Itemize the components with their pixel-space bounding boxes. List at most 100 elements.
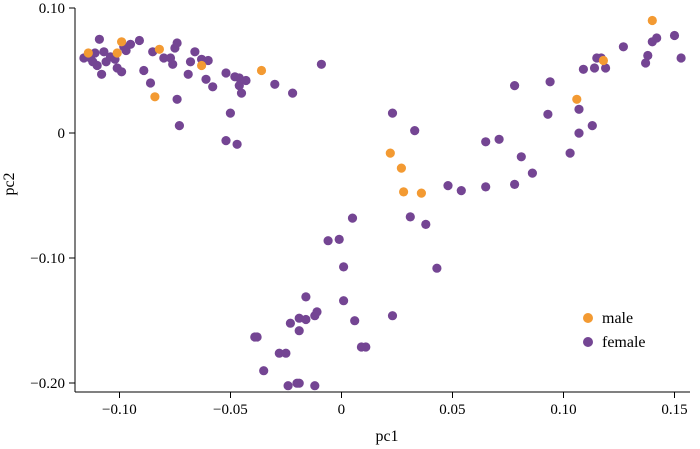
- y-axis: −0.20 −0.10 0 0.10: [30, 1, 75, 392]
- data-point-female: [250, 332, 260, 342]
- data-point-male: [598, 55, 609, 66]
- data-point-female: [601, 63, 611, 73]
- data-point-female: [641, 58, 651, 68]
- data-point-female: [494, 134, 504, 144]
- legend-marker-male: [583, 313, 593, 323]
- data-point-female: [172, 94, 182, 104]
- data-point-female: [312, 307, 322, 317]
- x-axis-label: pc1: [375, 428, 398, 445]
- data-point-female: [387, 311, 398, 321]
- data-point-female: [294, 378, 304, 388]
- x-tick-label: −0.10: [102, 402, 137, 418]
- data-point-female: [259, 366, 269, 376]
- data-point-male: [150, 92, 160, 102]
- y-tick-label: 0: [58, 126, 66, 142]
- x-tick-label: 0.10: [550, 402, 576, 418]
- data-point-female: [174, 121, 184, 131]
- y-tick-label: 0.10: [39, 1, 65, 17]
- data-point-female: [443, 181, 453, 191]
- data-point-male: [647, 15, 657, 26]
- x-tick-label: 0: [338, 402, 346, 418]
- data-point-male: [117, 37, 127, 47]
- data-point-female: [676, 53, 686, 63]
- data-point-female: [316, 59, 326, 69]
- data-point-female: [294, 326, 304, 336]
- data-point-male: [399, 187, 409, 197]
- data-point-female: [165, 53, 176, 63]
- data-point-female: [274, 348, 284, 358]
- y-tick-label: −0.10: [30, 251, 65, 267]
- data-point-female: [387, 108, 398, 118]
- data-point-female: [643, 50, 653, 61]
- legend-label-female: female: [602, 334, 646, 351]
- data-point-female: [565, 148, 575, 158]
- data-point-female: [159, 53, 169, 63]
- y-tick-label: −0.20: [30, 376, 65, 392]
- data-point-female: [481, 182, 491, 192]
- legend: male female: [583, 310, 646, 351]
- legend-label-male: male: [602, 310, 633, 327]
- data-point-female: [139, 65, 149, 76]
- data-point-female: [145, 78, 156, 88]
- data-point-female: [201, 74, 211, 84]
- data-point-female: [456, 186, 466, 196]
- data-point-male: [396, 163, 406, 173]
- data-point-female: [323, 236, 333, 246]
- data-point-female: [574, 128, 584, 138]
- data-point-female: [221, 136, 231, 146]
- data-point-female: [183, 69, 193, 79]
- data-point-female: [509, 179, 520, 189]
- data-point-female: [347, 213, 358, 223]
- data-point-female: [94, 34, 104, 44]
- data-point-female: [92, 60, 102, 71]
- data-point-female: [301, 292, 311, 302]
- data-point-female: [172, 38, 182, 48]
- data-points: [79, 15, 686, 391]
- data-point-female: [236, 88, 247, 98]
- data-point-female: [117, 67, 127, 77]
- data-point-female: [221, 68, 231, 78]
- data-point-female: [339, 262, 349, 272]
- x-tick-label: −0.05: [213, 402, 248, 418]
- data-point-female: [669, 30, 680, 41]
- data-point-female: [339, 296, 349, 306]
- data-point-female: [543, 109, 553, 119]
- data-point-male: [197, 60, 207, 71]
- data-point-female: [203, 55, 213, 66]
- data-point-female: [134, 35, 144, 46]
- data-point-male: [154, 44, 164, 54]
- data-point-female: [99, 47, 109, 57]
- data-point-female: [270, 79, 280, 89]
- data-point-female: [310, 381, 320, 391]
- data-point-female: [432, 263, 442, 273]
- data-point-female: [97, 69, 107, 79]
- data-point-male: [385, 148, 395, 158]
- data-point-male: [83, 48, 93, 58]
- data-point-female: [589, 63, 600, 73]
- data-point-female: [618, 42, 629, 52]
- data-point-female: [234, 81, 244, 91]
- data-point-female: [545, 77, 555, 87]
- data-point-female: [90, 48, 100, 58]
- data-point-female: [421, 219, 431, 229]
- data-point-female: [356, 342, 366, 352]
- x-tick-label: 0.05: [439, 402, 465, 418]
- data-point-male: [416, 188, 426, 198]
- data-point-female: [527, 168, 538, 178]
- data-point-female: [334, 234, 344, 244]
- data-point-female: [516, 152, 526, 162]
- data-point-female: [301, 314, 311, 325]
- y-axis-label: pc2: [1, 172, 18, 195]
- data-point-female: [509, 81, 520, 91]
- data-point-female: [125, 39, 136, 49]
- data-point-female: [350, 316, 360, 326]
- data-point-male: [112, 48, 122, 58]
- data-point-male: [572, 94, 582, 104]
- data-point-female: [185, 57, 196, 67]
- data-point-female: [578, 64, 589, 74]
- data-point-female: [208, 82, 218, 92]
- data-point-female: [283, 381, 293, 391]
- data-point-female: [288, 88, 298, 98]
- data-point-female: [190, 47, 200, 57]
